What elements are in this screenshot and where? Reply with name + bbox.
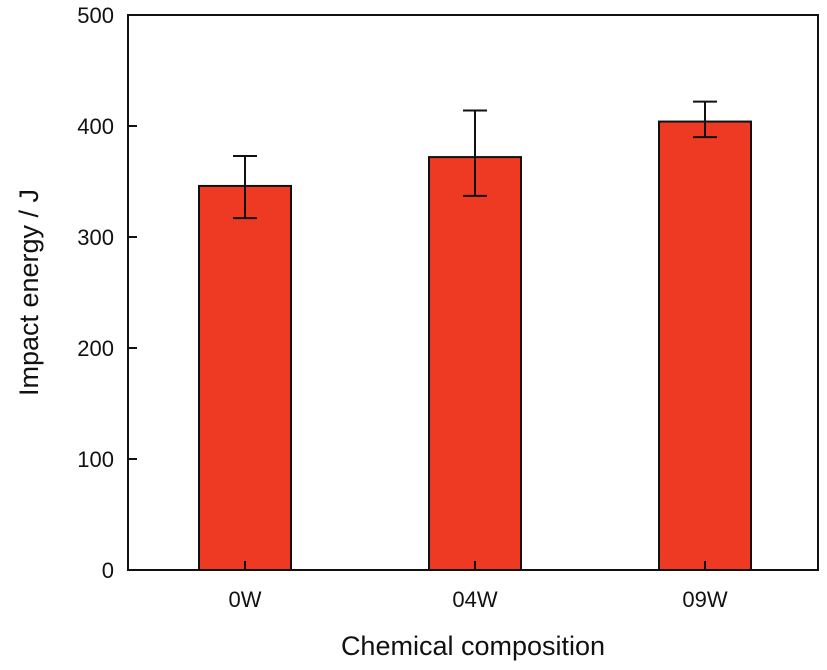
x-axis-title: Chemical composition xyxy=(341,631,605,661)
y-tick-label: 400 xyxy=(77,114,114,139)
y-axis-title: Impact energy / J xyxy=(14,189,44,396)
error-bar-0W xyxy=(233,154,257,220)
plot-frame xyxy=(127,14,819,571)
x-tick-label: 04W xyxy=(452,587,497,612)
y-tick-label: 100 xyxy=(77,447,114,472)
x-axis-ticks: 0W 04W 09W xyxy=(229,561,728,612)
y-tick-label: 300 xyxy=(77,225,114,250)
y-tick-label: 500 xyxy=(77,3,114,28)
bar-0W xyxy=(198,184,292,571)
y-tick-label: 0 xyxy=(102,558,114,583)
bar-09W xyxy=(658,120,752,571)
error-bar-09W xyxy=(693,100,717,139)
y-tick-label: 200 xyxy=(77,336,114,361)
error-bars-group xyxy=(233,100,717,220)
x-tick-label: 09W xyxy=(682,587,727,612)
x-tick-label: 0W xyxy=(229,587,262,612)
bar-04W xyxy=(428,156,522,572)
y-axis-ticks: 0 100 200 300 400 500 xyxy=(77,3,137,583)
error-bar-04W xyxy=(463,109,487,197)
